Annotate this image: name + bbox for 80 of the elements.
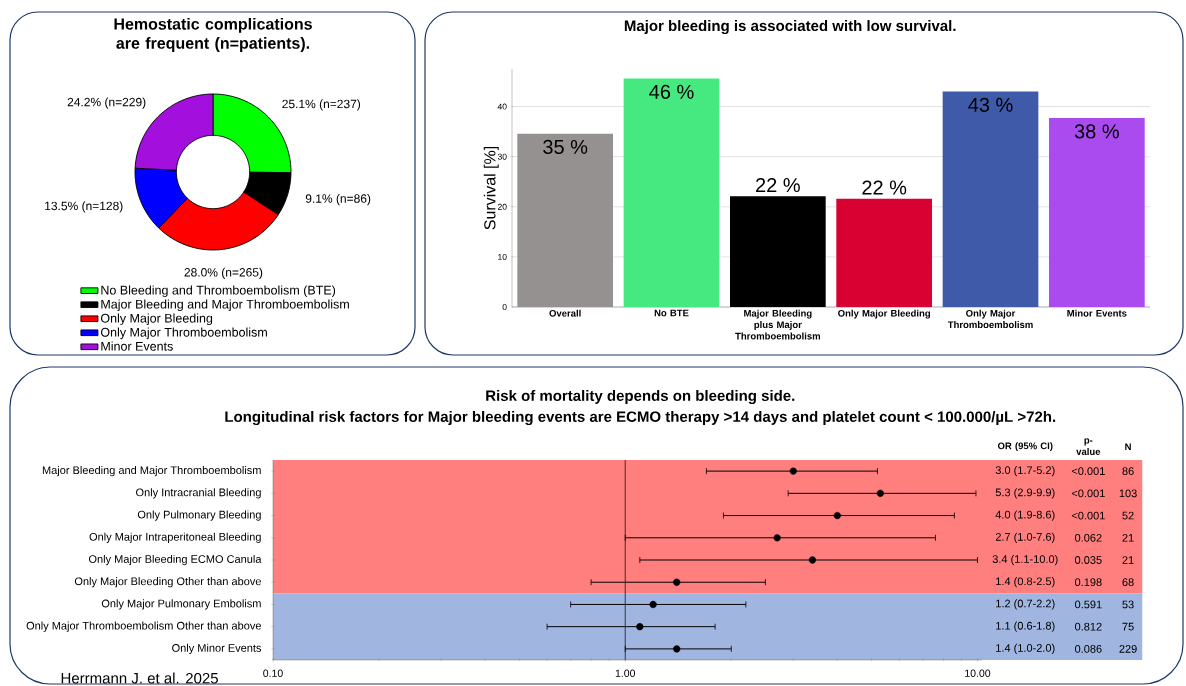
text: 75 [1122, 622, 1134, 631]
text: 0.812 [1075, 622, 1102, 631]
data-label: 3.4 (1.1-10.0) [992, 554, 1058, 566]
data-label: 9.1% (n=86) [305, 193, 371, 206]
y-axis-title: Survival [%] [483, 146, 499, 230]
text: 0.035 [1075, 556, 1102, 564]
bar [729, 196, 826, 307]
data-label: 2.7 (1.0-7.6) [995, 532, 1055, 543]
data-label: 38 % [1074, 124, 1119, 139]
x-tick-label: Major Bleeding plus Major Thromboembolism [735, 309, 821, 340]
legend-label: Only Major Thromboembolism [100, 327, 267, 340]
text: 86 [1122, 467, 1134, 476]
data-label: 1.4 (1.0-2.0) [996, 643, 1055, 655]
text: 53 [1122, 600, 1134, 609]
chart-title: Major bleeding is associated with low survival. [624, 20, 956, 35]
data-label: 25.1% (n=237) [282, 99, 361, 111]
data-label: 1.2 (0.7-2.2) [996, 599, 1055, 610]
y-tick-label: 0 [502, 303, 507, 310]
x-tick-label: Minor Events [1067, 309, 1127, 317]
data-label: 46 % [649, 84, 694, 99]
text: 68 [1122, 578, 1134, 587]
data-label: 5.3 (2.9-9.9) [995, 488, 1055, 499]
data-label: 4.0 (1.9-8.6) [995, 510, 1055, 521]
data-label: 22 % [756, 177, 800, 193]
y-tick-label: Only Major Pulmonary Embolism [101, 599, 261, 610]
text: 0.086 [1075, 644, 1102, 653]
bar [1048, 118, 1145, 307]
y-tick-label: 40 [497, 103, 507, 110]
legend-label: Minor Events [101, 341, 173, 351]
text: 229 [1119, 644, 1137, 653]
chart-title: Hemostatic complications are frequent (n=patients). [114, 17, 312, 53]
text: p-value [1076, 438, 1101, 455]
data-label: 24.2% (n=229) [67, 97, 146, 109]
chart-subtitle: Longitudinal risk factors for Major bleeding events are ECMO therapy >14 days and platelet count < 100.000/µL >72h. [225, 410, 1056, 426]
text: <0.001 [1071, 489, 1105, 498]
text: N [1125, 443, 1131, 450]
y-tick-label: 20 [497, 203, 507, 210]
x-tick-label: 10.00 [965, 669, 991, 677]
text: <0.001 [1071, 511, 1105, 520]
data-label: 35 % [543, 139, 588, 154]
text: 21 [1122, 556, 1134, 564]
x-tick-label: 0.10 [263, 669, 283, 677]
y-tick-label: Only Pulmonary Bleeding [137, 510, 261, 521]
text: OR (95% CI) [997, 442, 1053, 452]
y-tick-label: Only Major Bleeding ECMO Canula [88, 554, 262, 566]
text: 0.198 [1075, 578, 1102, 587]
text: 103 [1119, 489, 1137, 498]
bar [942, 91, 1039, 307]
y-tick-label: Major Bleeding and Major Thromboembolism [42, 465, 261, 477]
x-tick-label: 1.00 [615, 669, 636, 677]
chart-title: Risk of mortality depends on bleeding side. [486, 389, 795, 405]
legend-label: No Bleeding and Thromboembolism (BTE) [101, 285, 336, 298]
data-label: 22 % [862, 180, 907, 195]
x-tick-label: Overall [549, 309, 581, 317]
x-tick-label: Only Major Bleeding [838, 309, 930, 319]
x-tick-label: No BTE [654, 309, 689, 317]
x-tick-label: Only Major Thromboembolism [947, 309, 1033, 329]
legend-label: Major Bleeding and Major Thromboembolism [101, 299, 349, 312]
data-label: 1.4 (0.8-2.5) [996, 577, 1055, 588]
data-label: 28.0% (n=265) [184, 267, 263, 279]
text: Herrmann J. et al. 2025 [61, 672, 218, 684]
text: 0.062 [1075, 533, 1102, 542]
y-tick-label: 10 [498, 253, 507, 260]
y-tick-label: Only Major Bleeding Other than above [74, 577, 261, 588]
y-tick-label: Only Minor Events [172, 643, 262, 655]
bar [517, 133, 614, 307]
data-label: 43 % [968, 97, 1013, 112]
text: <0.001 [1071, 467, 1105, 476]
y-tick-label: Only Intracranial Bleeding [136, 488, 261, 499]
data-label: 1.1 (0.6-1.8) [996, 621, 1055, 632]
y-tick-label: Only Major Intraperitoneal Bleeding [89, 532, 261, 543]
data-label: 3.0 (1.7-5.2) [995, 465, 1055, 477]
text: 52 [1122, 511, 1134, 520]
y-tick-label: 30 [497, 153, 507, 160]
bar [836, 198, 933, 307]
bar [623, 78, 720, 307]
y-tick-label: Only Major Thromboembolism Other than above [26, 621, 261, 632]
data-label: 13.5% (n=128) [45, 201, 123, 213]
text: 0.591 [1075, 600, 1102, 609]
text: 21 [1122, 533, 1134, 542]
